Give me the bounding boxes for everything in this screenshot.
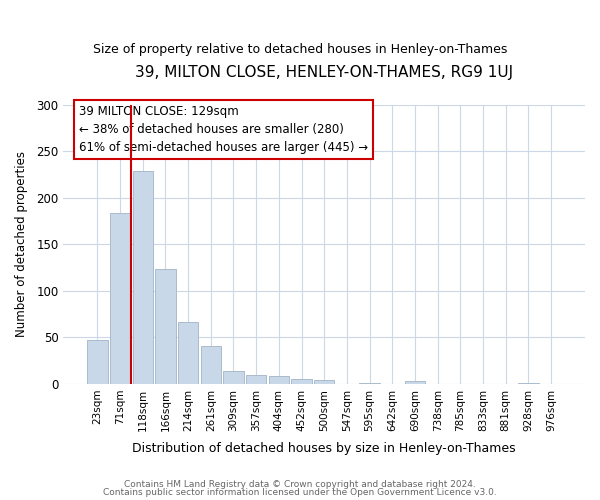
Title: 39, MILTON CLOSE, HENLEY-ON-THAMES, RG9 1UJ: 39, MILTON CLOSE, HENLEY-ON-THAMES, RG9 … (135, 65, 513, 80)
Bar (292, 380, 312, 384)
Y-axis label: Number of detached properties: Number of detached properties (15, 152, 28, 338)
Bar (178, 322, 199, 384)
Bar (133, 171, 153, 384)
Bar (87, 340, 107, 384)
Bar (246, 374, 266, 384)
X-axis label: Distribution of detached houses by size in Henley-on-Thames: Distribution of detached houses by size … (133, 442, 516, 455)
Bar (518, 383, 539, 384)
Bar (110, 212, 130, 384)
Bar (223, 371, 244, 384)
Bar (359, 383, 380, 384)
Text: Size of property relative to detached houses in Henley-on-Thames: Size of property relative to detached ho… (93, 42, 507, 56)
Bar (269, 376, 289, 384)
Bar (200, 346, 221, 384)
Text: Contains public sector information licensed under the Open Government Licence v3: Contains public sector information licen… (103, 488, 497, 497)
Bar (314, 380, 334, 384)
Text: 39 MILTON CLOSE: 129sqm
← 38% of detached houses are smaller (280)
61% of semi-d: 39 MILTON CLOSE: 129sqm ← 38% of detache… (79, 105, 368, 154)
Bar (405, 381, 425, 384)
Text: Contains HM Land Registry data © Crown copyright and database right 2024.: Contains HM Land Registry data © Crown c… (124, 480, 476, 489)
Bar (155, 268, 176, 384)
